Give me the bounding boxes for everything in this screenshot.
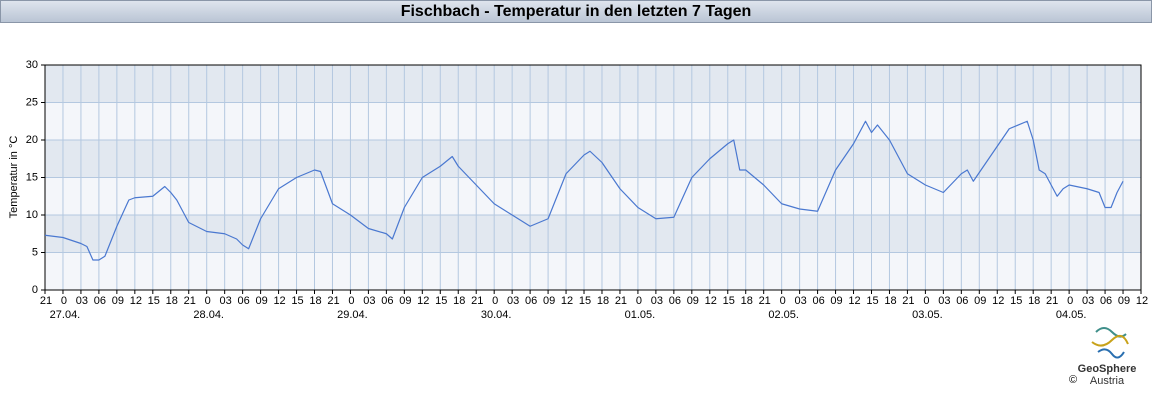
x-tick-label: 09 <box>399 295 411 307</box>
x-tick-label: 21 <box>40 295 52 307</box>
x-tick-label: 06 <box>1100 295 1112 307</box>
x-tick-label: 15 <box>148 295 160 307</box>
x-tick-label: 09 <box>112 295 124 307</box>
chart-title: Fischbach - Temperatur in den letzten 7 … <box>401 3 752 20</box>
y-tick-label: 0 <box>32 284 38 296</box>
x-tick-label: 03 <box>938 295 950 307</box>
x-tick-label: 21 <box>902 295 914 307</box>
x-date-label: 02.05. <box>768 309 799 321</box>
y-tick-label: 20 <box>26 134 38 146</box>
logo-name: GeoSphere <box>1078 363 1137 375</box>
x-date-label: 04.05. <box>1056 309 1087 321</box>
x-tick-label: 09 <box>830 295 842 307</box>
x-tick-label: 21 <box>615 295 627 307</box>
band <box>45 65 1141 103</box>
x-tick-label: 03 <box>363 295 375 307</box>
x-tick-label: 12 <box>1136 295 1148 307</box>
x-date-label: 30.04. <box>481 309 512 321</box>
x-tick-label: 03 <box>651 295 663 307</box>
band <box>45 140 1141 178</box>
x-tick-label: 06 <box>956 295 968 307</box>
logo-swirl <box>1097 348 1125 359</box>
x-tick-label: 0 <box>348 295 354 307</box>
x-tick-label: 06 <box>669 295 681 307</box>
x-date-label: 29.04. <box>337 309 368 321</box>
x-tick-label: 18 <box>597 295 609 307</box>
y-tick-label: 10 <box>26 209 38 221</box>
x-tick-label: 03 <box>794 295 806 307</box>
band <box>45 215 1141 253</box>
y-axis-label: Temperatur in °C <box>8 136 20 219</box>
x-tick-label: 15 <box>291 295 303 307</box>
x-tick-label: 0 <box>205 295 211 307</box>
x-tick-label: 0 <box>636 295 642 307</box>
plot-border <box>44 64 1142 291</box>
x-tick-label: 12 <box>705 295 717 307</box>
x-date-label: 01.05. <box>625 309 656 321</box>
x-tick-label: 06 <box>94 295 106 307</box>
x-tick-label: 12 <box>561 295 573 307</box>
x-tick-label: 03 <box>1082 295 1094 307</box>
x-tick-label: 12 <box>130 295 142 307</box>
x-tick-label: 09 <box>1118 295 1130 307</box>
x-tick-label: 12 <box>848 295 860 307</box>
x-tick-label: 15 <box>579 295 591 307</box>
x-tick-label: 0 <box>61 295 67 307</box>
y-tick-label: 5 <box>32 246 38 258</box>
x-tick-label: 0 <box>923 295 929 307</box>
x-tick-label: 0 <box>1067 295 1073 307</box>
x-tick-label: 12 <box>273 295 285 307</box>
y-tick-label: 15 <box>26 171 38 183</box>
x-tick-label: 21 <box>759 295 771 307</box>
x-tick-label: 18 <box>1028 295 1040 307</box>
x-tick-label: 18 <box>453 295 465 307</box>
x-tick-label: 06 <box>812 295 824 307</box>
x-tick-label: 15 <box>723 295 735 307</box>
x-tick-label: 18 <box>166 295 178 307</box>
y-tick-label: 25 <box>26 96 38 108</box>
x-tick-label: 21 <box>184 295 196 307</box>
logo-swirl <box>1091 334 1129 347</box>
x-tick-label: 12 <box>992 295 1004 307</box>
x-tick-label: 15 <box>435 295 447 307</box>
x-tick-label: 18 <box>884 295 896 307</box>
copyright: © <box>1069 374 1077 386</box>
x-tick-label: 06 <box>238 295 250 307</box>
x-tick-label: 0 <box>492 295 498 307</box>
y-tick-label: 30 <box>26 59 38 71</box>
x-date-label: 03.05. <box>912 309 943 321</box>
x-date-label: 28.04. <box>193 309 224 321</box>
x-tick-label: 03 <box>220 295 232 307</box>
x-tick-label: 03 <box>76 295 88 307</box>
x-tick-label: 09 <box>543 295 555 307</box>
x-tick-label: 15 <box>866 295 878 307</box>
x-date-label: 27.04. <box>50 309 81 321</box>
x-tick-label: 09 <box>687 295 699 307</box>
x-tick-label: 21 <box>1046 295 1058 307</box>
x-tick-label: 18 <box>741 295 753 307</box>
x-tick-label: 03 <box>507 295 519 307</box>
x-tick-label: 12 <box>417 295 429 307</box>
x-tick-label: 06 <box>381 295 393 307</box>
x-tick-label: 21 <box>471 295 483 307</box>
temperature-line <box>44 120 1124 261</box>
logo <box>1091 327 1129 359</box>
x-tick-label: 06 <box>525 295 537 307</box>
x-tick-label: 15 <box>1010 295 1022 307</box>
x-tick-label: 21 <box>327 295 339 307</box>
x-tick-label: 09 <box>255 295 267 307</box>
x-tick-label: 18 <box>309 295 321 307</box>
x-tick-label: 09 <box>974 295 986 307</box>
x-tick-label: 0 <box>780 295 786 307</box>
logo-sub: Austria <box>1090 375 1125 387</box>
